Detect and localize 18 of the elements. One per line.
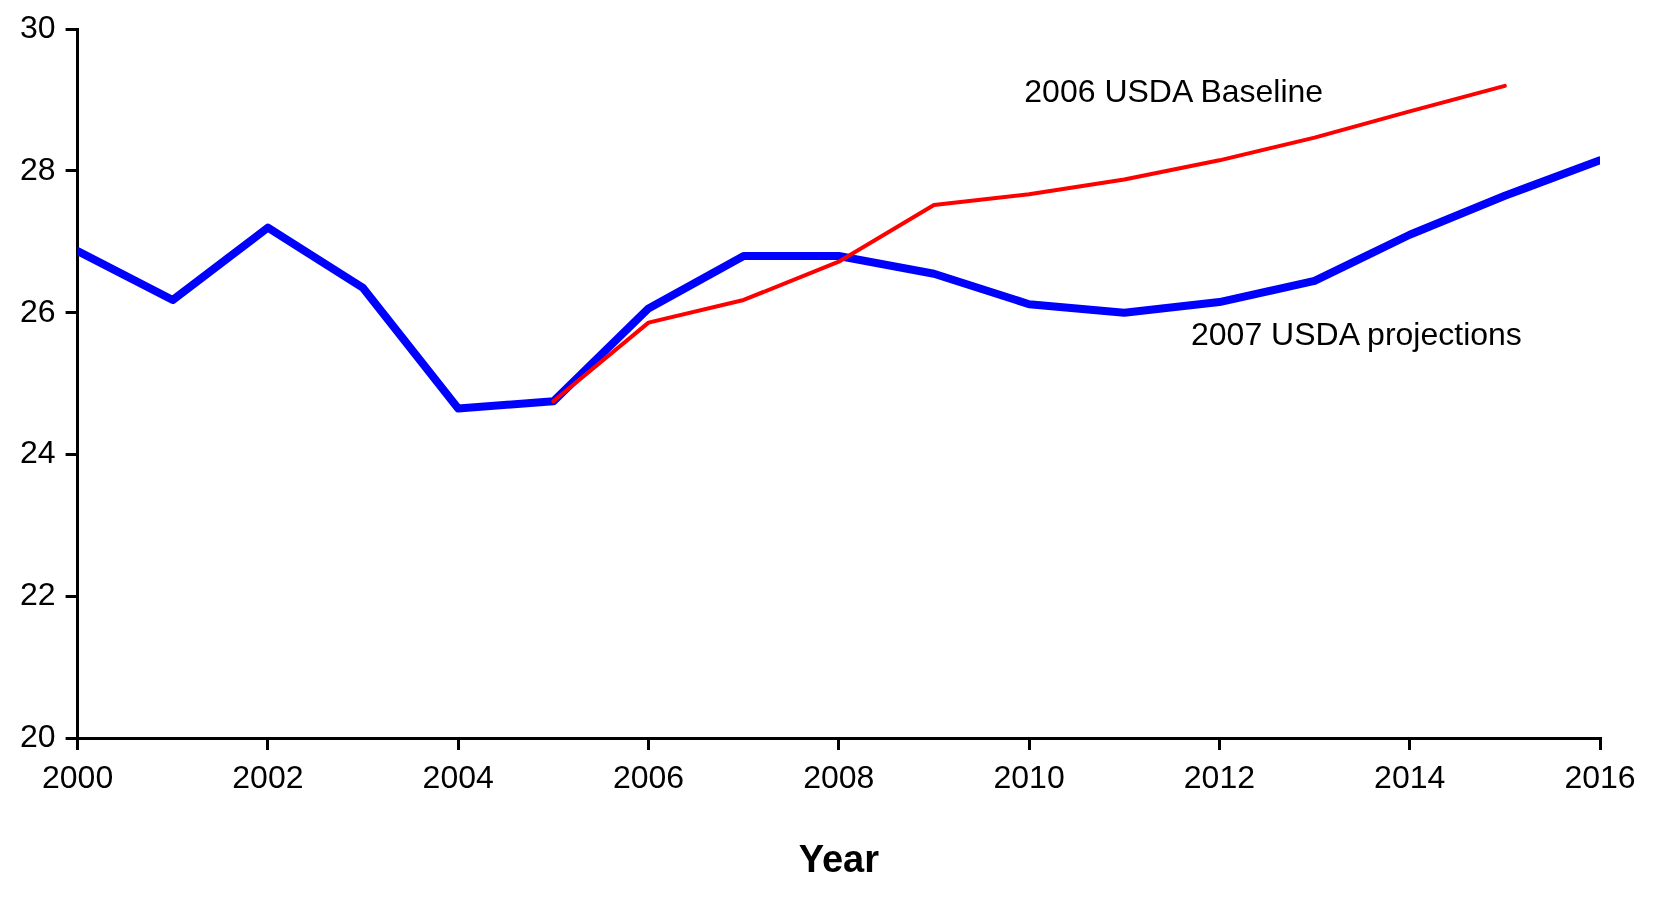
y-tick-label: 28 bbox=[20, 150, 56, 187]
x-tick-label: 2006 bbox=[612, 759, 685, 796]
y-tick-label: 24 bbox=[20, 434, 56, 471]
x-tick-label: 2002 bbox=[232, 759, 304, 796]
series-label: 2007 USDA projections bbox=[1190, 316, 1522, 353]
x-tick-label: 2014 bbox=[1374, 759, 1446, 796]
y-tick-label: 30 bbox=[20, 9, 56, 46]
x-tick-label: 2010 bbox=[993, 759, 1065, 796]
x-axis-title: Year bbox=[798, 837, 880, 880]
x-tick-label: 2004 bbox=[422, 759, 494, 796]
x-tick-label: 2008 bbox=[803, 759, 875, 796]
y-tick-label: 20 bbox=[20, 717, 56, 754]
y-tick-label: 26 bbox=[20, 292, 56, 329]
series-label: 2006 USDA Baseline bbox=[1024, 73, 1324, 110]
x-tick-label: 2000 bbox=[42, 759, 114, 796]
x-tick-label: 2016 bbox=[1564, 759, 1636, 796]
y-tick-label: 22 bbox=[20, 576, 56, 613]
x-tick-label: 2012 bbox=[1183, 759, 1255, 796]
